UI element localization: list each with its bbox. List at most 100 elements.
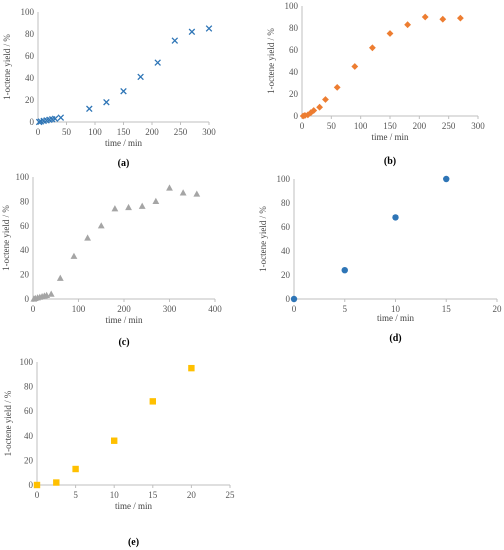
chart-panel-2: 0 20 40 60 80 100 0 50 100 150 200 250 300 time / min… [266,1,485,167]
data-point [51,115,59,122]
y-tick-label: 80 [289,23,299,33]
x-tick-label: 300 [202,127,216,137]
x-tick-label: 0 [31,304,36,314]
data-point [322,96,329,103]
y-axis-label: 1-octene yield / % [1,205,11,271]
x-tick-label: 10 [110,490,120,500]
y-axis-label: 1-octene yield / % [2,34,12,100]
y-tick-label: 100 [16,172,30,182]
y-tick-label: 40 [281,246,291,256]
data-point [310,107,318,114]
x-tick-label: 100 [72,304,86,314]
x-axis-label: time / min [106,315,143,325]
x-tick-label: 200 [145,127,159,137]
data-point [103,98,110,106]
y-tick-label: 0 [25,294,30,304]
x-axis-label: time / min [372,132,409,142]
x-tick-label: 400 [208,304,222,314]
y-tick-label: 40 [289,67,299,77]
y-tick-label: 100 [285,1,299,11]
data-point [111,437,118,444]
data-point [35,118,43,126]
y-axis-label: 1-octene yield / % [258,206,268,272]
data-point [193,190,201,197]
x-tick-label: 250 [442,121,456,131]
x-tick-label: 0 [300,121,305,131]
x-tick-label: 20 [187,490,197,500]
y-tick-label: 80 [25,29,35,39]
data-point [149,398,156,405]
data-point [56,274,64,281]
y-tick-label: 60 [24,406,34,416]
data-point [351,63,359,70]
y-tick-label: 100 [21,7,35,17]
data-point [188,28,196,36]
y-tick-label: 0 [30,117,35,127]
data-point [171,37,179,44]
y-tick-label: 80 [20,196,30,206]
x-tick-label: 100 [354,121,368,131]
y-tick-label: 20 [25,95,35,105]
data-point [154,59,161,66]
data-point [421,13,429,21]
y-tick-label: 60 [25,51,35,61]
y-axis-label: 1-octene yield / % [266,28,276,94]
x-tick-label: 5 [73,490,78,500]
y-tick-label: 0 [29,480,34,490]
y-tick-label: 100 [20,357,34,367]
data-point [120,87,127,95]
chart-panel-3: 0 20 40 60 80 100 0 100 200 300 400 time / min 1-oct… [1,172,222,348]
y-tick-label: 40 [24,431,34,441]
data-point [84,234,91,241]
y-tick-label: 80 [24,382,34,392]
y-tick-label: 100 [277,174,291,184]
x-tick-label: 300 [163,304,177,314]
x-tick-label: 300 [471,121,485,131]
x-tick-label: 15 [442,304,452,314]
y-tick-label: 20 [281,270,291,280]
x-tick-label: 0 [36,127,41,137]
data-point [97,222,105,229]
x-tick-label: 0 [292,304,297,314]
x-axis-label: time / min [115,501,152,511]
data-point [152,197,160,204]
data-point [457,14,464,22]
data-point [316,103,323,111]
data-point [47,290,55,297]
data-point [443,175,450,183]
panel-label: (a) [118,158,130,169]
y-axis-label: 1-octene yield / % [3,390,13,456]
data-point [111,205,119,212]
y-tick-label: 20 [24,455,34,465]
x-axis-label: time / min [377,313,414,323]
data-point [179,189,187,196]
data-point [439,15,447,23]
panel-label: (b) [384,156,396,167]
data-point [33,481,41,489]
chart-panel-1: 0 20 40 60 80 100 0 50 100 150 200 250 300 time / min… [2,7,216,169]
y-tick-label: 0 [294,111,299,121]
x-tick-label: 50 [62,127,72,137]
x-tick-label: 0 [35,490,40,500]
y-tick-label: 40 [25,73,35,83]
data-point [392,214,399,221]
panel-label: (c) [118,337,129,348]
x-tick-label: 250 [174,127,188,137]
data-point [53,479,60,486]
data-point [125,203,132,211]
panel-label: (e) [128,537,139,548]
data-point [333,84,341,91]
data-point [86,105,93,113]
data-point [188,364,195,372]
y-tick-label: 0 [286,294,291,304]
x-tick-label: 25 [226,490,236,500]
x-tick-label: 10 [391,304,401,314]
x-tick-label: 15 [148,490,158,500]
data-point [166,184,173,191]
y-tick-label: 60 [281,222,291,232]
y-tick-label: 60 [289,45,299,55]
y-tick-label: 40 [20,245,30,255]
data-point [386,30,394,37]
x-tick-label: 200 [413,121,427,131]
